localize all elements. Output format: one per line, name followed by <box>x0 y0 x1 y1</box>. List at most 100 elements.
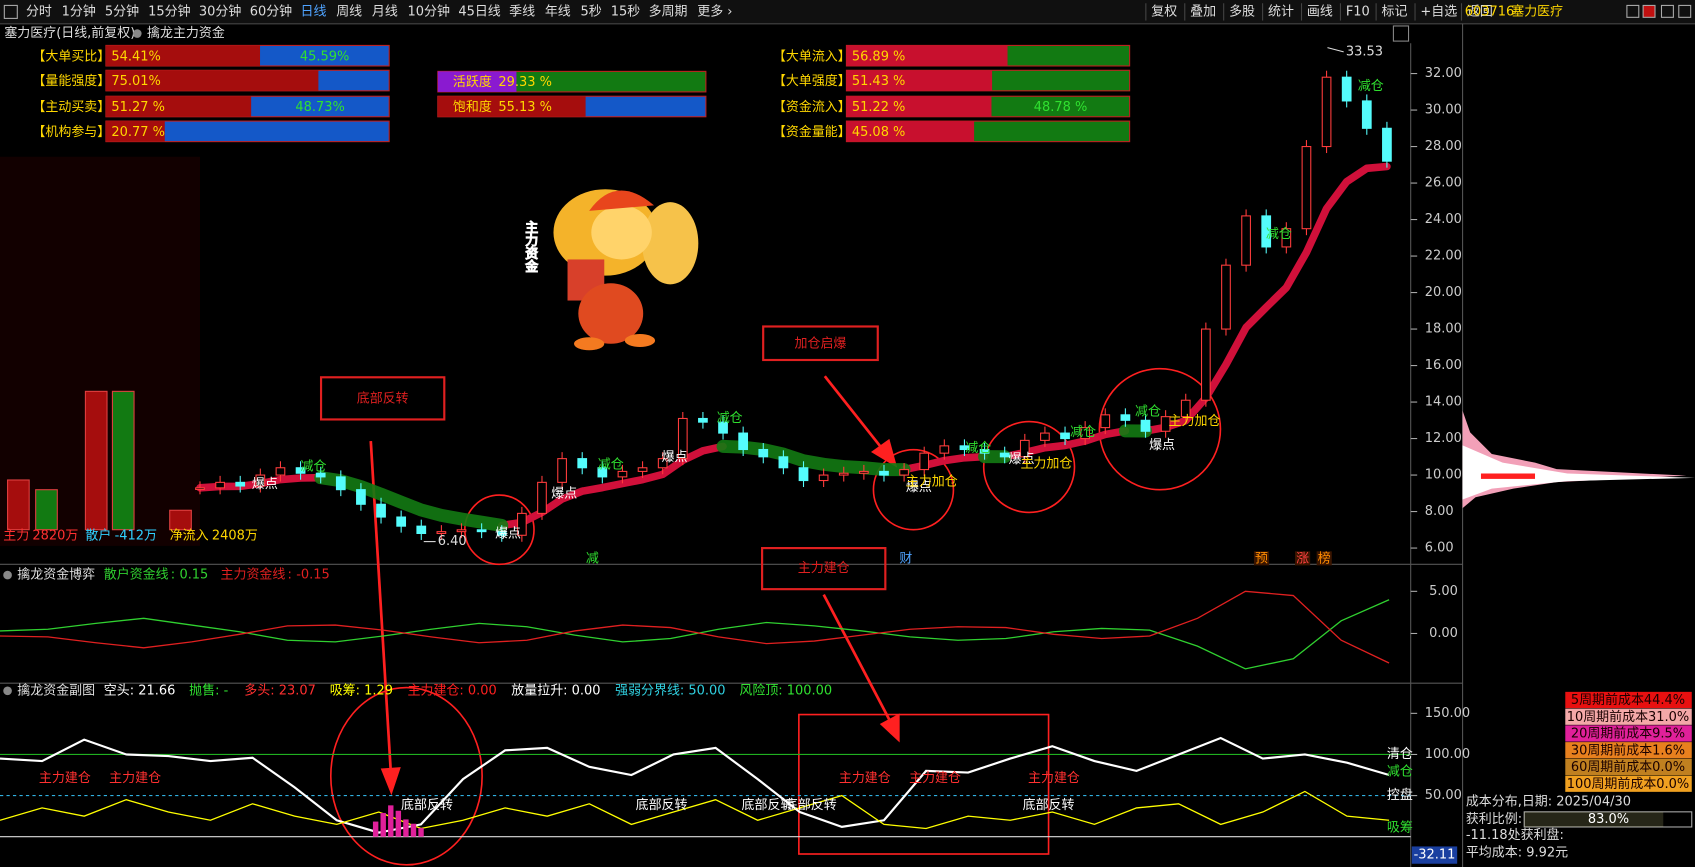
candle <box>959 445 970 451</box>
toolbar-tab[interactable]: 分时 <box>26 4 52 19</box>
y-tick-label: 28.00 <box>1425 139 1462 154</box>
toolbar-tab[interactable]: 45日线 <box>458 4 500 19</box>
high-label: 33.53 <box>1346 44 1383 59</box>
candle <box>818 474 829 482</box>
toolbar-tab[interactable]: 季线 <box>509 4 535 19</box>
candle <box>1040 432 1050 441</box>
gauge-label: 【大单买比】 <box>32 49 110 64</box>
callout: 加仓启爆 <box>795 336 847 351</box>
event-label: 爆点 <box>252 477 278 492</box>
header-item: 风险顶: 100.00 <box>739 683 832 698</box>
event-label: 减仓 <box>598 457 624 472</box>
flow-label: 净流入 <box>170 529 209 544</box>
gauge-rest: 45.59% <box>300 49 349 64</box>
toolbar-tab[interactable]: 15秒 <box>611 4 641 19</box>
callout: 底部反转 <box>357 390 409 406</box>
toolbar-button[interactable]: 画线 <box>1307 4 1333 19</box>
toolbar-tab[interactable]: 周线 <box>336 4 362 19</box>
toolbar-tab[interactable]: 15分钟 <box>148 3 190 19</box>
header-item: 强弱分界线: 50.00 <box>615 683 725 698</box>
event-label: 爆点 <box>495 527 521 542</box>
indicator-line <box>0 790 1390 830</box>
toolbar-tab[interactable]: 日线 <box>301 4 327 19</box>
toolbar-button[interactable]: 复权 <box>1151 3 1177 19</box>
candle <box>476 529 487 533</box>
candle <box>698 417 708 423</box>
gauge-fill <box>105 96 252 117</box>
toolbar-tab[interactable]: 60分钟 <box>250 3 292 19</box>
gauge-value: 51.27 % <box>111 100 165 115</box>
candle <box>255 474 266 487</box>
accumulation-bar <box>410 823 417 837</box>
toolbar-tab[interactable]: 5分钟 <box>105 3 139 19</box>
badge: 财 <box>899 551 912 566</box>
toolbar-button[interactable]: 返回 <box>1467 4 1493 19</box>
candle <box>738 432 749 451</box>
candle <box>356 489 366 505</box>
profit-fill <box>1524 811 1664 827</box>
y-tick-label: 50.00 <box>1425 788 1462 803</box>
toolbar-tab[interactable]: 30分钟 <box>199 3 241 19</box>
flow-bar <box>84 390 108 531</box>
gauge-value: 56.89 % <box>852 49 906 64</box>
candle <box>396 516 407 527</box>
flow-line <box>0 590 1390 664</box>
window-icon[interactable] <box>1642 4 1656 18</box>
mascot-text: 主力资金 <box>522 220 538 274</box>
header-item: 主力建仓: 0.00 <box>408 683 497 698</box>
gauge-fill <box>437 96 586 117</box>
signal-label: 主力建仓 <box>1028 771 1080 786</box>
toolbar-button[interactable]: 统计 <box>1268 4 1294 19</box>
toolbar-button[interactable]: 叠加 <box>1190 4 1216 19</box>
menu-icon[interactable] <box>3 4 18 19</box>
current-value: -32.11 <box>1414 848 1456 863</box>
y-tick-label: 0.00 <box>1429 626 1458 641</box>
profit-track <box>1523 811 1693 828</box>
stock-code: 603716 <box>1465 4 1515 19</box>
close-button[interactable] <box>1392 25 1410 42</box>
signal-label: 底部反转 <box>636 797 688 813</box>
legend-value: 0.15 <box>179 568 208 583</box>
toolbar-tab[interactable]: 年线 <box>545 4 571 19</box>
y-tick-label: 150.00 <box>1425 706 1470 721</box>
window-icon[interactable] <box>1626 4 1640 18</box>
panel-title: 擒龙资金博弈 <box>17 567 95 583</box>
candle <box>617 470 628 478</box>
high-leader <box>1327 47 1344 53</box>
toolbar-button[interactable]: 标记 <box>1382 4 1408 19</box>
gauge-value: 20.77 % <box>111 125 165 140</box>
signal-label: 底部反转 <box>785 797 837 813</box>
event-label: 爆点 <box>906 480 932 495</box>
cost-row-bg <box>1565 742 1692 759</box>
cost-row-bg <box>1565 691 1692 709</box>
window-icon[interactable] <box>1678 4 1692 18</box>
trend-band-up <box>196 162 1391 530</box>
legend-colon: : <box>171 568 175 583</box>
signal-label: 底部反转 <box>1023 797 1075 813</box>
toolbar-tab[interactable]: 1分钟 <box>62 3 96 19</box>
profit-at: -11.18处获利盘: <box>1466 827 1564 843</box>
toolbar-tab[interactable]: 10分钟 <box>408 3 450 19</box>
candle <box>275 467 286 476</box>
toolbar-tab[interactable]: 更多 › <box>697 3 732 19</box>
gauge-label: 饱和度 <box>453 99 492 115</box>
candle <box>1160 416 1171 432</box>
toolbar-button[interactable]: 多股 <box>1229 3 1255 19</box>
candle <box>979 448 990 454</box>
accumulation-bar <box>395 810 402 837</box>
badge: 榜 <box>1318 550 1331 566</box>
signal-label: 底部反转 <box>401 797 453 813</box>
y-tick-label: 100.00 <box>1425 747 1470 762</box>
toolbar-tab[interactable]: 多周期 <box>649 3 688 19</box>
mascot <box>553 189 699 351</box>
toolbar-button[interactable]: F10 <box>1346 4 1370 19</box>
toolbar-tab[interactable]: 5秒 <box>580 4 601 19</box>
candle <box>939 445 950 454</box>
toolbar-button[interactable]: +自选 <box>1420 4 1457 19</box>
cost-row: 100周期前成本0.0% <box>1567 776 1690 792</box>
legend-name: 主力资金线 <box>221 567 286 583</box>
window-icon[interactable] <box>1660 4 1674 18</box>
cost-row-bg <box>1565 725 1692 742</box>
toolbar-tab[interactable]: 月线 <box>372 4 398 19</box>
